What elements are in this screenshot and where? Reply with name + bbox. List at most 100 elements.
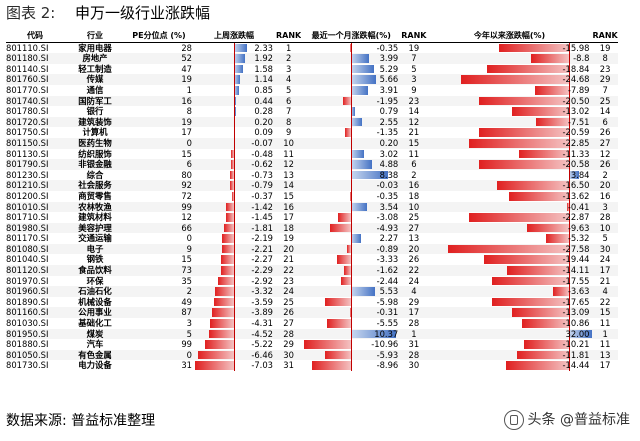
- cell-pe-percentile: 80: [126, 169, 192, 181]
- cell-week-change-rank: 11: [276, 148, 302, 160]
- cell-week-change-rank: 21: [276, 254, 302, 266]
- ytd-change-bar: [478, 160, 570, 169]
- cell-ytd-change-rank: 29: [592, 74, 618, 85]
- cell-month-change-rank: 22: [401, 265, 427, 276]
- cell-week-change-rank: 20: [276, 243, 302, 255]
- cell-ytd-change-rank: 2: [592, 169, 618, 181]
- watermark-text: 头条 @普益标准: [527, 412, 630, 428]
- figure-title: 图表 2: 申万一级行业涨跌幅: [6, 3, 210, 23]
- data-source-note: 数据来源: 普益标准整理: [6, 413, 156, 429]
- month-change-zero-axis: [351, 42, 353, 54]
- ytd-change-bar: [496, 181, 570, 190]
- week-change-zero-axis: [234, 106, 235, 117]
- week-change-zero-axis: [234, 169, 235, 181]
- week-change-zero-axis: [234, 360, 235, 371]
- cell-month-change: 3.54: [301, 201, 402, 213]
- week-change-bar: [234, 85, 239, 95]
- week-change-bar: [225, 213, 234, 222]
- cell-code: 801140.SI: [6, 63, 64, 75]
- ytd-change-zero-axis: [569, 328, 571, 340]
- week-change-value: -0.48: [251, 148, 273, 159]
- month-change-value: 5.53: [379, 286, 399, 297]
- month-change-value: 2.27: [379, 233, 399, 244]
- ytd-change-zero-axis: [569, 159, 571, 170]
- cell-week-change-rank: 29: [276, 339, 302, 350]
- ytd-change-value: -10.21: [562, 339, 590, 350]
- month-change-bar: [351, 54, 369, 63]
- month-change-bar: [312, 361, 352, 370]
- cell-week-change: -3.59: [192, 296, 276, 308]
- month-change-zero-axis: [351, 169, 353, 181]
- header-row: 代码 行业 PE分位点 (%) 上周涨跌幅 RANK 最近一个月涨跌幅(%) R…: [6, 31, 618, 43]
- cell-month-change-rank: 30: [401, 360, 427, 371]
- week-change-value: -5.22: [251, 339, 273, 350]
- table-row: 801750.SI 计算机 17 0.09 9 -1.35 21 -20.59 26: [6, 127, 618, 138]
- month-change-bar: [327, 319, 352, 328]
- cell-ytd-change-rank: 11: [592, 339, 618, 350]
- week-change-bar: [217, 276, 234, 286]
- week-change-bar: [231, 191, 234, 201]
- table-row: 801730.SI 电力设备 31 -7.03 31 -8.96 30 -14.44 17: [6, 360, 618, 371]
- cell-month-change-rank: 13: [401, 233, 427, 244]
- month-change-bar: [329, 223, 352, 233]
- ytd-change-value: 32.00: [565, 328, 590, 339]
- week-change-bar: [226, 202, 234, 212]
- cell-week-change: -2.19: [192, 233, 276, 244]
- ytd-change-bar: [526, 223, 570, 233]
- col-header-month-rank: RANK: [401, 31, 427, 43]
- cell-industry: 综合: [64, 169, 126, 181]
- cell-ytd-change-rank: 5: [592, 233, 618, 244]
- cell-week-change-rank: 6: [276, 95, 302, 107]
- cell-code: 801790.SI: [6, 159, 64, 170]
- cell-pe-percentile: 19: [126, 74, 192, 85]
- month-change-zero-axis: [351, 53, 353, 64]
- cell-ytd-change: -3.63: [426, 286, 593, 297]
- cell-month-change-rank: 9: [401, 84, 427, 96]
- ytd-change-zero-axis: [569, 169, 571, 181]
- cell-month-change-rank: 17: [401, 307, 427, 319]
- month-change-value: 3.99: [379, 53, 399, 64]
- cell-month-change: -8.96: [301, 360, 402, 371]
- week-change-value: 2.33: [254, 42, 273, 53]
- table-row: 801740.SI 国防军工 16 0.44 6 -1.95 23 -20.50 25: [6, 95, 618, 107]
- week-change-zero-axis: [234, 339, 235, 350]
- week-change-zero-axis: [234, 307, 235, 319]
- month-change-value: 4.88: [379, 159, 399, 170]
- cell-ytd-change-rank: 14: [592, 106, 618, 117]
- week-change-bar: [223, 223, 234, 233]
- cell-month-change-rank: 28: [401, 318, 427, 329]
- cell-pe-percentile: 99: [126, 339, 192, 350]
- cell-month-change: -0.35: [301, 42, 402, 54]
- col-header-pe: PE分位点 (%): [126, 31, 192, 43]
- ytd-change-zero-axis: [569, 84, 571, 96]
- cell-week-change-rank: 14: [276, 180, 302, 191]
- cell-ytd-change-rank: 4: [592, 286, 618, 297]
- ytd-change-value: -22.85: [562, 137, 590, 148]
- week-change-zero-axis: [234, 159, 235, 170]
- cell-week-change-rank: 7: [276, 106, 302, 117]
- week-change-value: -1.42: [251, 201, 273, 212]
- cell-code: 801880.SI: [6, 339, 64, 350]
- col-header-week: 上周涨跌幅: [192, 31, 276, 43]
- cell-ytd-change-rank: 17: [592, 265, 618, 276]
- ytd-change-value: -14.44: [562, 360, 590, 371]
- cell-ytd-change-rank: 26: [592, 127, 618, 138]
- cell-week-change: -0.73: [192, 169, 276, 181]
- month-change-value: -5.98: [376, 296, 399, 307]
- ytd-change-zero-axis: [569, 148, 571, 160]
- cell-month-change: 8.38: [301, 169, 402, 181]
- table-row: 801230.SI 综合 80 -0.73 13 8.38 2 3.84 2: [6, 169, 618, 181]
- cell-ytd-change: -11.33: [426, 148, 593, 160]
- cell-industry: 机械设备: [64, 296, 126, 308]
- ytd-change-bar: [492, 276, 570, 286]
- week-change-value: -0.07: [251, 137, 273, 148]
- month-change-value: -3.08: [376, 212, 399, 223]
- cell-industry: 建筑材料: [64, 212, 126, 223]
- cell-month-change-rank: 10: [401, 201, 427, 213]
- ytd-change-value: -11.81: [562, 349, 590, 360]
- cell-ytd-change-rank: 27: [592, 137, 618, 149]
- month-change-bar: [349, 43, 352, 53]
- ytd-change-bar: [509, 191, 570, 201]
- ytd-change-bar: [468, 138, 570, 148]
- ytd-change-value: -10.86: [562, 318, 590, 329]
